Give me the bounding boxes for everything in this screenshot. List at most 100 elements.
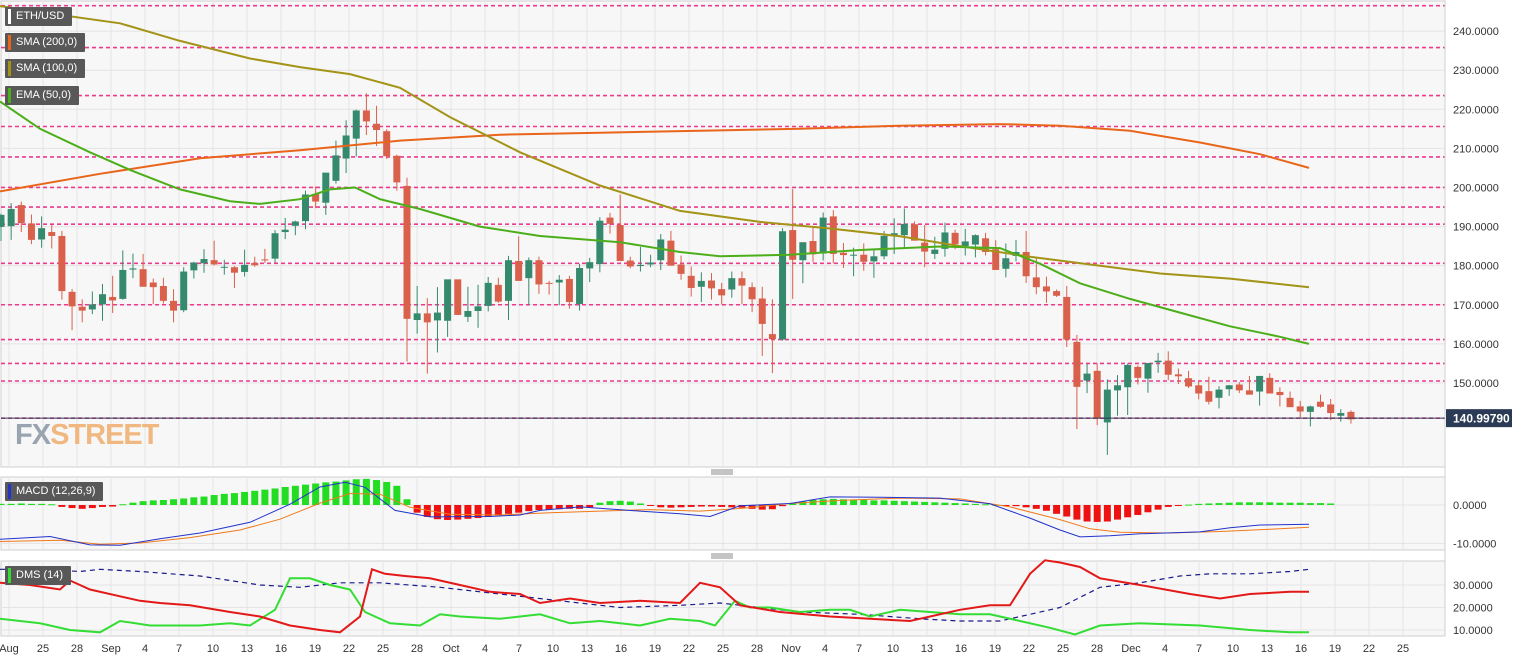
x-tick-label: 19 [309, 643, 321, 655]
candle-down [230, 267, 238, 273]
macd-histogram-bar [68, 505, 76, 509]
macd-histogram-bar [230, 493, 238, 505]
macd-histogram-bar [373, 480, 381, 505]
x-tick-label: 10 [887, 643, 899, 655]
macd-histogram-bar [423, 505, 431, 517]
macd-legend: MACD (12,26,9) [5, 482, 104, 501]
x-tick-label: 19 [1329, 643, 1341, 655]
candle-up [1215, 389, 1223, 398]
candle-down [1296, 406, 1304, 412]
macd-histogram-bar [880, 500, 888, 505]
macd-histogram-bar [819, 499, 827, 505]
macd-histogram-bar [38, 503, 46, 505]
candle-up [464, 311, 472, 317]
y-tick-label: 180.0000 [1453, 261, 1499, 273]
candle-down [1022, 251, 1030, 277]
macd-histogram-bar [636, 503, 644, 505]
candle-up [220, 266, 228, 268]
candle-up [799, 242, 807, 261]
candle-down [1276, 391, 1284, 396]
candle-down [139, 269, 147, 287]
candle-down [667, 240, 675, 266]
di-plus-line [0, 577, 1309, 636]
macd-histogram-bar [921, 501, 929, 505]
x-tick-label: 10 [1227, 643, 1239, 655]
macd-histogram-bar [718, 505, 726, 507]
candle-up [1225, 385, 1233, 390]
macd-histogram-bar [494, 505, 502, 515]
x-tick-label: 16 [1295, 643, 1307, 655]
candle-down [1327, 404, 1335, 414]
macd-histogram-bar [190, 497, 198, 505]
macd-histogram-bar [586, 505, 594, 508]
candle-up [931, 249, 939, 254]
candle-up [0, 214, 5, 227]
candle-down [373, 123, 381, 131]
candle-up [1083, 373, 1091, 381]
sma100-legend: SMA (100,0) [5, 59, 86, 78]
candle-down [170, 300, 178, 311]
sma200-line [0, 123, 1310, 193]
watermark: FXSTREET [15, 419, 159, 451]
candle-down [17, 205, 25, 224]
macd-histogram-bar [971, 503, 979, 505]
candle-up [586, 262, 594, 269]
candle-down [149, 282, 157, 288]
macd-histogram-bar [1185, 504, 1193, 506]
macd-histogram-bar [322, 482, 330, 505]
x-tick-label: 4 [482, 643, 488, 655]
macd-histogram-bar [1164, 505, 1172, 507]
x-tick-label: 4 [142, 643, 148, 655]
candle-down [687, 275, 695, 288]
macd-histogram-bar [860, 500, 868, 505]
candle-up [99, 294, 106, 305]
macd-histogram-bar [738, 505, 746, 508]
dms-legend: DMS (14) [5, 566, 72, 585]
candle-down [48, 232, 56, 236]
macd-histogram-bar [1134, 505, 1142, 515]
macd-histogram-bar [961, 503, 969, 505]
candle-down [1174, 374, 1182, 377]
macd-tick-label: 0.0000 [1453, 500, 1487, 512]
candle-up [728, 278, 736, 290]
x-tick-label: 7 [516, 643, 522, 655]
macd-histogram-bar [352, 479, 360, 505]
candle-up [271, 233, 279, 259]
macd-histogram-bar [170, 499, 178, 505]
candle-down [362, 110, 370, 122]
macd-histogram-bar [768, 505, 776, 510]
macd-histogram-bar [596, 502, 604, 505]
x-tick-label: 13 [1261, 643, 1273, 655]
candle-up [332, 155, 340, 181]
di-minus-line [0, 559, 1309, 634]
candle-down [1093, 370, 1101, 419]
macd-histogram-bar [109, 505, 117, 507]
macd-histogram-bar [342, 480, 350, 505]
candle-down [312, 194, 320, 202]
candle-up [190, 262, 198, 271]
candle-down [768, 334, 776, 340]
dms-tick-label: 10.0000 [1453, 625, 1493, 637]
macd-histogram-bar [1073, 505, 1081, 520]
candle-up [880, 235, 888, 257]
macd-histogram-bar [251, 490, 259, 505]
candle-down [992, 249, 1000, 270]
macd-histogram-bar [1205, 503, 1213, 505]
candle-up [525, 260, 533, 279]
candle-down [109, 296, 117, 301]
macd-histogram-bar [1012, 505, 1020, 507]
macd-histogram-bar [78, 505, 86, 509]
candle-down [545, 282, 553, 284]
candle-up [505, 260, 512, 301]
macd-histogram-bar [7, 503, 15, 505]
macd-histogram-bar [911, 501, 918, 505]
candle-up [941, 232, 949, 249]
macd-histogram-bar [393, 485, 401, 505]
candle-down [1073, 341, 1081, 387]
macd-histogram-bar [1174, 505, 1182, 506]
macd-histogram-bar [210, 495, 218, 505]
x-tick-label: 25 [717, 643, 729, 655]
candle-up [129, 268, 137, 270]
macd-histogram-bar [1063, 505, 1071, 517]
